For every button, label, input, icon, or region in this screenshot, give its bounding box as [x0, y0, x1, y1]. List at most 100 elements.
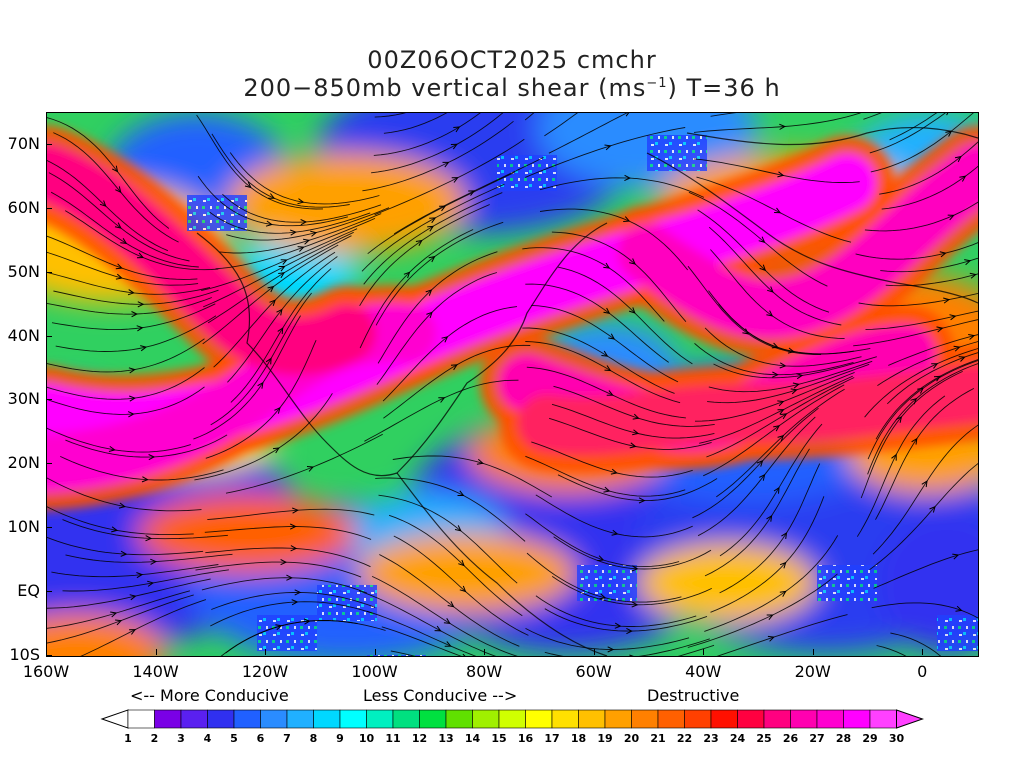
shear-color-field: [47, 113, 978, 656]
streamline-arrow: [606, 390, 614, 396]
streamline-arrow: [773, 425, 781, 432]
moderate-region: [47, 613, 167, 656]
streamline: [367, 172, 515, 255]
streamline: [886, 352, 978, 405]
streamline-arrow: [303, 238, 311, 245]
streamline: [719, 423, 823, 557]
streamline: [371, 575, 518, 656]
streamline: [207, 508, 375, 521]
streamline: [194, 393, 333, 481]
streamline: [531, 304, 679, 383]
streamline: [713, 356, 877, 379]
streamline: [50, 191, 199, 268]
streamline-arrow: [610, 468, 618, 475]
streamline: [855, 242, 978, 260]
streamline: [525, 127, 686, 178]
chart-title: 00Z06OCT2025 cmchr: [367, 46, 657, 74]
streamline: [888, 334, 978, 366]
streamline: [688, 191, 828, 287]
streamline: [557, 266, 693, 365]
streamline: [225, 433, 383, 494]
streamline: [47, 160, 169, 252]
streamline-arrow: [767, 635, 775, 642]
subtitle-superscript: −1: [646, 76, 668, 91]
colorbar-level-label: 29: [862, 732, 878, 745]
streamline: [382, 306, 518, 402]
streamline: [525, 341, 681, 404]
streamline-arrow: [442, 161, 450, 168]
lat-label: 20N: [7, 453, 40, 473]
streamline-arrow: [137, 301, 145, 308]
streamline-arrow: [141, 476, 149, 483]
streamline: [220, 619, 358, 656]
streamline: [211, 133, 350, 208]
speckle-patch: [937, 615, 978, 651]
colorbar-level-label: 23: [703, 732, 719, 745]
streamline-arrow: [451, 177, 459, 183]
streamline: [47, 338, 205, 373]
lat-label: 70N: [7, 133, 40, 153]
streamline: [374, 138, 525, 216]
streamline: [51, 564, 219, 578]
colorbar-level-label: 11: [385, 732, 401, 745]
lon-label: 160W: [22, 662, 70, 681]
lon-label: 40W: [685, 662, 722, 681]
streamline-arrow: [781, 532, 788, 539]
colorbar-level-label: 6: [256, 732, 265, 745]
streamline-arrow: [603, 307, 611, 314]
streamline-arrow: [115, 273, 123, 280]
streamline-arrow: [291, 599, 299, 606]
lon-tick: [922, 649, 924, 655]
streamline: [227, 256, 338, 383]
lon-tick: [812, 649, 814, 655]
streamline: [376, 272, 498, 385]
lat-tick: [46, 335, 52, 337]
streamline-arrow: [766, 614, 774, 621]
streamline: [210, 601, 374, 627]
streamline: [703, 384, 845, 477]
streamline: [47, 297, 212, 315]
colorbar-swatch: [525, 709, 553, 729]
streamline-arrow: [777, 400, 785, 407]
streamline-arrow: [425, 289, 433, 296]
colorbar-swatch: [657, 709, 685, 729]
streamline: [65, 434, 228, 458]
lon-tick: [46, 649, 47, 655]
streamline: [388, 514, 523, 617]
colorbar-level-label: 24: [729, 732, 746, 745]
streamline: [526, 366, 686, 419]
streamline-arrow: [441, 336, 449, 343]
streamline-arrow: [599, 593, 607, 600]
colorbar-swatch: [763, 709, 791, 729]
streamline-arrow: [611, 529, 619, 536]
streamline-arrow: [628, 307, 636, 314]
streamline-arrow: [136, 325, 144, 332]
streamline: [375, 221, 504, 326]
streamline: [707, 363, 870, 404]
streamline: [522, 327, 675, 394]
streamline: [708, 226, 842, 326]
streamline: [209, 211, 371, 234]
streamline-arrow: [779, 362, 787, 369]
streamline: [371, 113, 504, 174]
streamline-arrow: [758, 473, 766, 481]
streamline-arrow: [147, 580, 155, 587]
speckle-patch: [497, 155, 557, 191]
lat-tick: [46, 399, 52, 401]
streamline-arrow: [917, 387, 925, 394]
streamline: [870, 113, 974, 173]
moderate-region: [227, 153, 467, 253]
streamline-arrow: [459, 585, 467, 593]
colorbar-level-label: 20: [623, 732, 640, 745]
streamline-arrow: [110, 611, 118, 618]
streamline-arrow: [292, 507, 299, 514]
streamline: [706, 377, 855, 458]
streamline: [876, 645, 907, 656]
streamline: [381, 626, 462, 656]
lat-label: 10S: [9, 645, 40, 664]
colorbar-swatch: [180, 709, 208, 729]
streamline-arrow: [921, 480, 928, 488]
streamline-arrow: [127, 289, 135, 296]
streamline-arrow: [415, 239, 423, 247]
streamline-arrow: [629, 442, 637, 449]
